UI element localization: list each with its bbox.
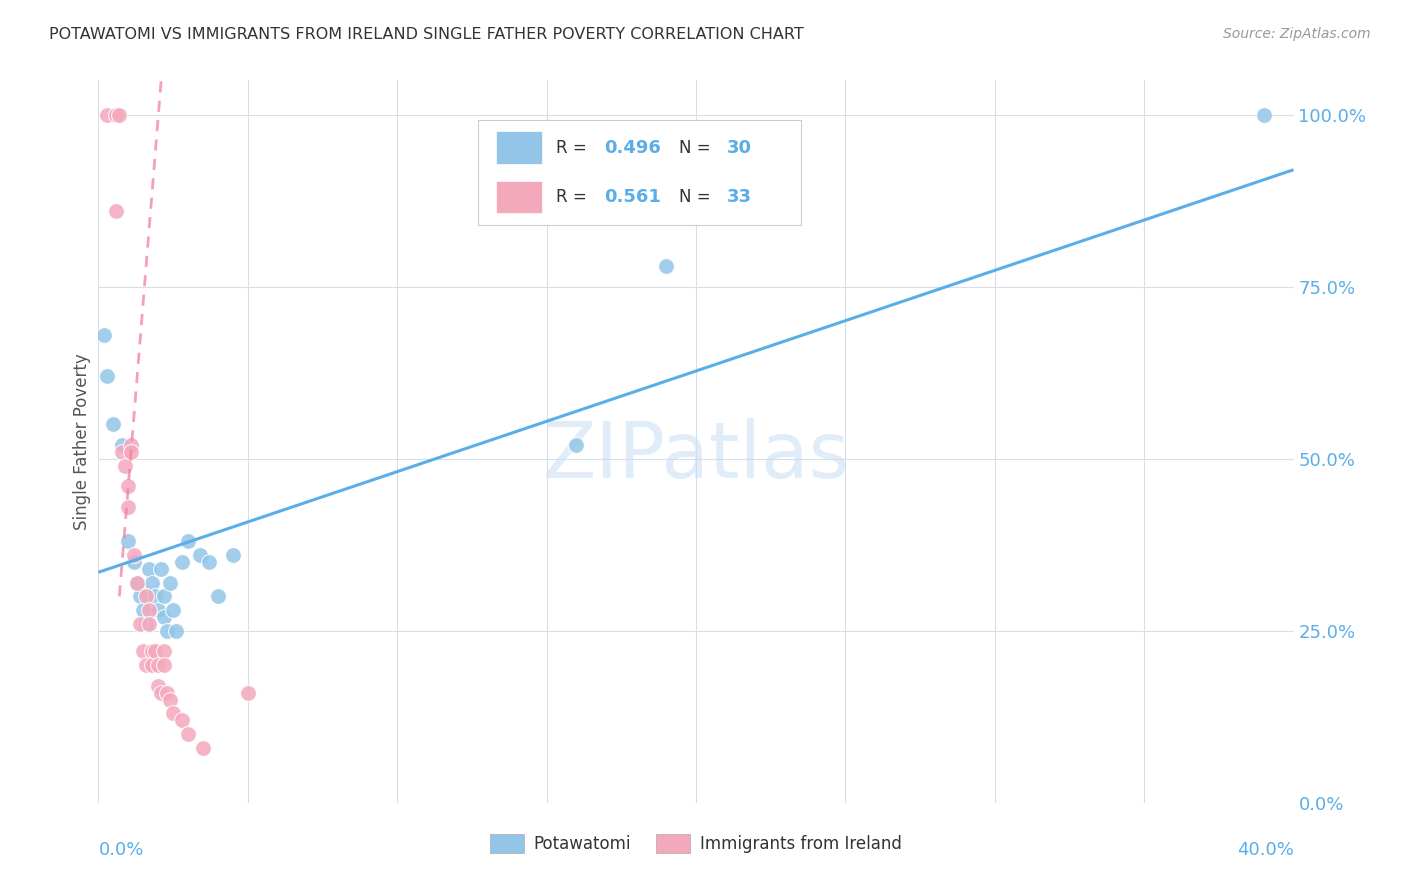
Point — [172, 555, 194, 569]
Point — [236, 686, 259, 700]
Text: N =: N = — [679, 188, 711, 206]
Point — [117, 500, 139, 514]
Y-axis label: Single Father Poverty: Single Father Poverty — [73, 353, 91, 530]
Point — [143, 644, 166, 658]
Text: POTAWATOMI VS IMMIGRANTS FROM IRELAND SINGLE FATHER POVERTY CORRELATION CHART: POTAWATOMI VS IMMIGRANTS FROM IRELAND SI… — [49, 27, 804, 42]
Legend: Potawatomi, Immigrants from Ireland: Potawatomi, Immigrants from Ireland — [484, 827, 908, 860]
Point — [172, 713, 194, 727]
Point — [141, 644, 163, 658]
Point — [162, 603, 184, 617]
Point — [96, 108, 118, 122]
Point — [191, 740, 214, 755]
Point — [114, 458, 136, 473]
Point — [111, 438, 134, 452]
Point — [565, 438, 588, 452]
Point — [148, 658, 170, 673]
Point — [111, 445, 134, 459]
Point — [103, 417, 125, 432]
Point — [135, 616, 157, 631]
Point — [135, 590, 157, 604]
Point — [93, 327, 115, 342]
Point — [120, 445, 142, 459]
Point — [129, 590, 152, 604]
Point — [165, 624, 187, 638]
Text: 40.0%: 40.0% — [1237, 840, 1294, 859]
Point — [198, 555, 221, 569]
Point — [127, 575, 149, 590]
Text: ZIPatlas: ZIPatlas — [543, 418, 849, 494]
Point — [177, 727, 200, 741]
Text: N =: N = — [679, 139, 711, 157]
Point — [153, 644, 176, 658]
Point — [159, 692, 181, 706]
Point — [117, 534, 139, 549]
Text: 30: 30 — [727, 139, 752, 157]
Point — [150, 686, 173, 700]
Point — [117, 479, 139, 493]
Point — [138, 603, 160, 617]
Text: R =: R = — [557, 188, 586, 206]
Point — [132, 644, 155, 658]
Point — [156, 686, 179, 700]
Text: 0.0%: 0.0% — [98, 840, 143, 859]
Point — [129, 616, 152, 631]
Point — [105, 204, 128, 219]
Point — [207, 590, 229, 604]
Point — [150, 562, 173, 576]
Text: 33: 33 — [727, 188, 752, 206]
Point — [143, 590, 166, 604]
Point — [162, 706, 184, 721]
Point — [153, 590, 176, 604]
Point — [159, 575, 181, 590]
Point — [127, 575, 149, 590]
Point — [124, 555, 146, 569]
Bar — [496, 180, 541, 213]
Bar — [478, 120, 801, 225]
Text: 0.496: 0.496 — [605, 139, 661, 157]
Point — [222, 548, 245, 562]
Point — [141, 575, 163, 590]
Point — [141, 658, 163, 673]
Point — [148, 603, 170, 617]
Point — [138, 616, 160, 631]
Point — [132, 603, 155, 617]
Text: Source: ZipAtlas.com: Source: ZipAtlas.com — [1223, 27, 1371, 41]
Point — [1253, 108, 1275, 122]
Point — [96, 369, 118, 384]
Point — [153, 658, 176, 673]
Point — [188, 548, 211, 562]
Point — [148, 679, 170, 693]
Point — [138, 562, 160, 576]
Point — [655, 259, 678, 273]
Bar — [496, 131, 541, 164]
Text: 0.561: 0.561 — [605, 188, 661, 206]
Point — [153, 610, 176, 624]
Point — [120, 438, 142, 452]
Point — [124, 548, 146, 562]
Point — [108, 108, 131, 122]
Text: R =: R = — [557, 139, 586, 157]
Point — [105, 108, 128, 122]
Point — [156, 624, 179, 638]
Point — [135, 658, 157, 673]
Point — [177, 534, 200, 549]
